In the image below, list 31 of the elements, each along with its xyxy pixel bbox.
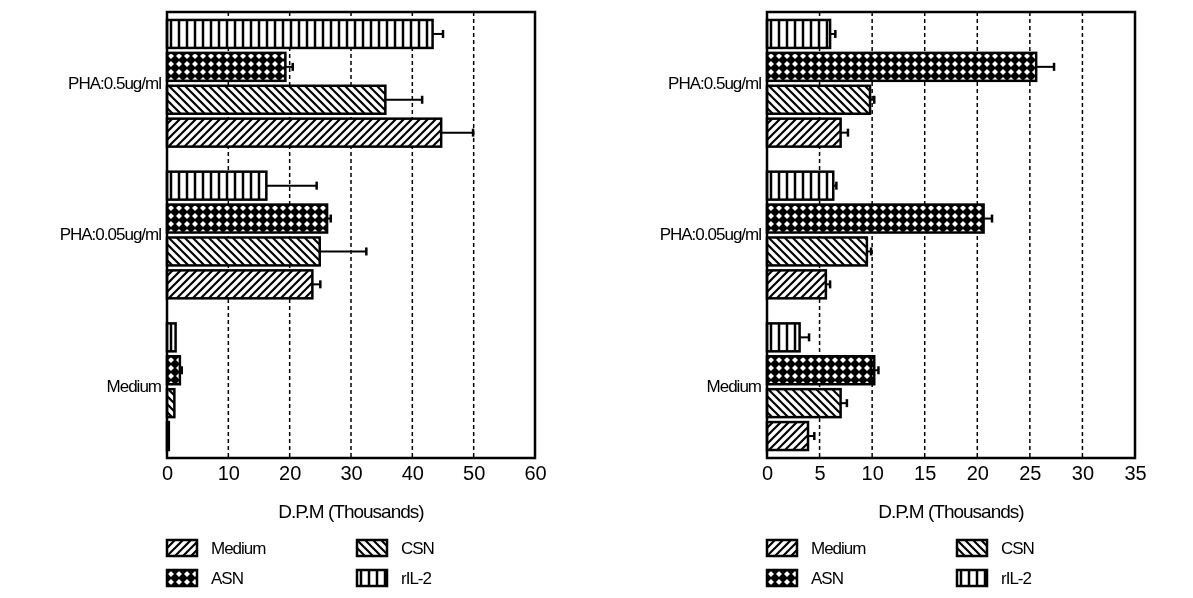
x-tick-label: 40: [401, 462, 424, 485]
x-tick-label: 35: [1124, 462, 1147, 485]
x-tick-label: 20: [279, 462, 302, 485]
y-tick-label: PHA:0.5ug/ml: [68, 73, 162, 93]
y-tick-label: Medium: [106, 377, 162, 397]
x-tick-label: 30: [340, 462, 363, 485]
x-tick-label: 60: [524, 462, 547, 485]
legend-label: Medium: [811, 539, 867, 558]
y-tick-label: Medium: [706, 377, 762, 397]
x-axis-title: D.P.M (Thousands): [878, 501, 1025, 522]
y-tick-label: PHA:0.5ug/ml: [668, 73, 762, 93]
x-tick-label: 15: [914, 462, 937, 485]
x-tick-label: 50: [463, 462, 486, 485]
legend-label: CSN: [1001, 539, 1034, 558]
x-tick-label: 5: [814, 462, 826, 485]
x-tick-label: 30: [1071, 462, 1095, 485]
x-tick-label: 10: [217, 462, 240, 485]
legend-label: Medium: [211, 539, 267, 558]
x-tick-label: 10: [861, 462, 884, 485]
x-axis-title: D.P.M (Thousands): [278, 501, 425, 522]
legend-label: rIL-2: [401, 569, 432, 588]
legend-label: rIL-2: [1001, 569, 1032, 588]
legend-label: ASN: [211, 569, 243, 588]
legend-label: ASN: [811, 569, 843, 588]
y-tick-label: PHA:0.05ug/ml: [659, 225, 762, 245]
x-tick-label: 0: [161, 462, 174, 485]
x-tick-label: 25: [1019, 462, 1042, 485]
x-tick-label: 20: [966, 462, 989, 485]
x-tick-label: 0: [761, 462, 774, 485]
y-tick-label: PHA:0.05ug/ml: [59, 225, 162, 245]
legend-label: CSN: [401, 539, 434, 558]
